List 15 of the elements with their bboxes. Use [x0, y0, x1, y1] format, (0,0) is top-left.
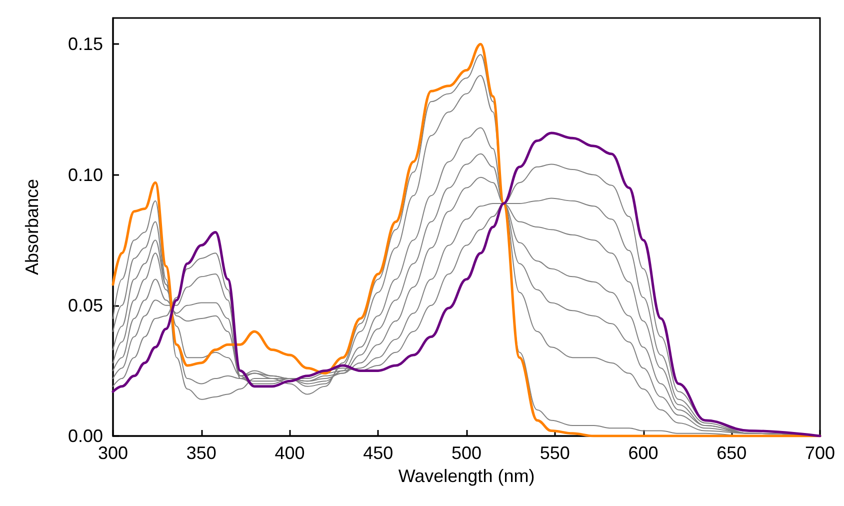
y-tick-label: 0.00	[68, 426, 103, 446]
x-tick-label: 600	[628, 443, 658, 463]
x-tick-label: 650	[716, 443, 747, 463]
y-axis-title: Absorbance	[22, 178, 42, 276]
x-tick-label: 700	[804, 443, 836, 463]
x-tick-label: 550	[540, 443, 570, 463]
x-axis-title: Wavelength (nm)	[398, 466, 535, 486]
x-tick-label: 500	[451, 443, 482, 463]
x-tick-label: 350	[186, 443, 216, 463]
x-tick-label: 400	[274, 443, 305, 463]
x-tick-label: 450	[363, 443, 394, 463]
y-tick-label: 0.05	[68, 295, 103, 316]
y-tick-label: 0.10	[68, 164, 103, 185]
x-tick-label: 300	[98, 443, 128, 463]
y-tick-label: 0.15	[68, 34, 103, 54]
